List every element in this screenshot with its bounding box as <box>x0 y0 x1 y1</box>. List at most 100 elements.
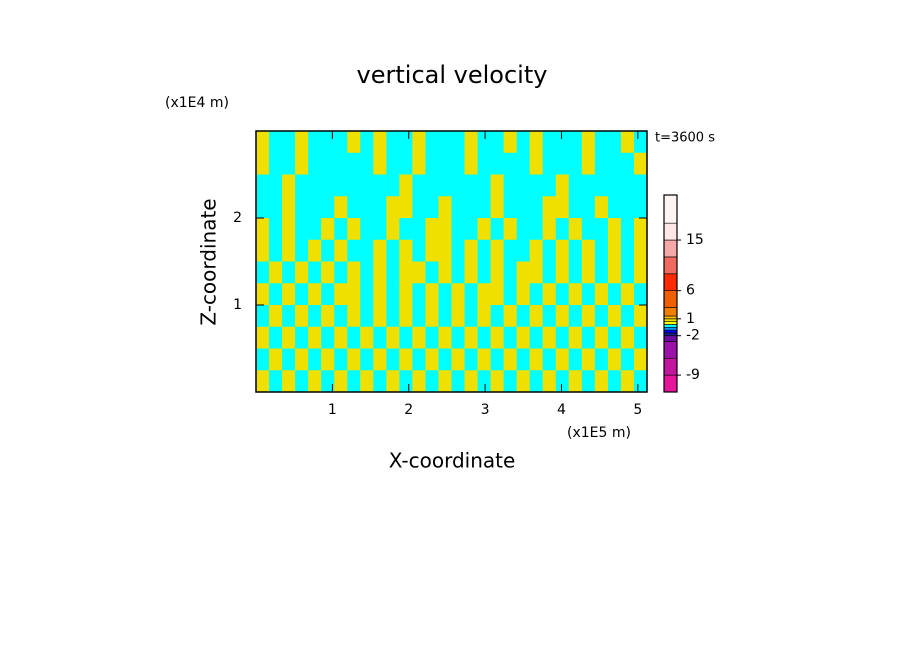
field-cell <box>282 218 296 241</box>
field-cell <box>607 218 622 241</box>
colorbar-segment <box>663 374 678 393</box>
field-cell <box>477 131 492 154</box>
field-cell <box>477 348 492 371</box>
field-cell <box>620 305 635 328</box>
field-cell <box>256 305 270 328</box>
field-cell <box>425 305 439 328</box>
field-cell <box>516 196 531 219</box>
field-cell <box>334 239 348 262</box>
field-cell <box>607 348 622 371</box>
field-cell <box>269 326 283 349</box>
field-cell <box>516 218 531 241</box>
field-cell <box>555 283 570 306</box>
field-cell <box>386 174 400 197</box>
field-cell <box>542 174 557 197</box>
field-cell <box>308 218 322 241</box>
field-cell <box>412 283 426 306</box>
field-cell <box>438 261 452 284</box>
colorbar-segment <box>663 324 678 328</box>
field-cell <box>529 261 544 284</box>
x-tick-label: 3 <box>481 402 490 418</box>
field-cell <box>568 196 583 219</box>
field-cell <box>425 174 439 197</box>
colorbar-tick-label: 1 <box>686 311 695 327</box>
field-cell <box>477 283 492 306</box>
field-cell <box>282 196 296 219</box>
field-cell <box>269 239 283 262</box>
field-cell <box>347 174 361 197</box>
field-cell <box>633 218 648 241</box>
field-cell <box>477 218 492 241</box>
field-cell <box>633 283 648 306</box>
colorbar-segment <box>663 273 678 291</box>
field-cell <box>620 196 635 219</box>
field-cell <box>633 196 648 219</box>
field-cell <box>542 326 557 349</box>
field-cell <box>529 196 544 219</box>
field-cell <box>321 239 335 262</box>
field-cell <box>464 218 479 241</box>
field-cell <box>529 131 544 154</box>
field-cell <box>321 283 335 306</box>
field-cell <box>321 261 335 284</box>
field-cell <box>321 305 335 328</box>
field-cell <box>633 174 648 197</box>
field-cell <box>594 174 609 197</box>
field-cell <box>399 131 413 154</box>
field-cell <box>347 218 361 241</box>
field-cell <box>386 218 400 241</box>
field-cell <box>360 131 374 154</box>
field-cell <box>464 370 479 393</box>
field-cell <box>282 326 296 349</box>
field-cell <box>425 196 439 219</box>
field-cell <box>425 326 439 349</box>
field-cell <box>529 348 544 371</box>
field-cell <box>373 239 387 262</box>
field-cell <box>269 283 283 306</box>
field-cell <box>633 131 648 154</box>
colorbar-frame <box>663 194 678 393</box>
field-cell <box>620 283 635 306</box>
y-unit: (x1E4 m) <box>165 95 229 111</box>
field-cell <box>386 261 400 284</box>
field-cell <box>620 131 635 154</box>
field-cell <box>490 152 505 175</box>
colorbar-segment <box>663 290 678 308</box>
field-cell <box>451 305 466 328</box>
field-cell <box>503 348 518 371</box>
field-cell <box>269 370 283 393</box>
field-cell <box>360 152 374 175</box>
field-cell <box>451 370 466 393</box>
field-cell <box>282 261 296 284</box>
field-cell <box>425 283 439 306</box>
field-cell <box>542 305 557 328</box>
field-cell <box>594 131 609 154</box>
field-cell <box>477 261 492 284</box>
field-cell <box>373 370 387 393</box>
field-cell <box>347 305 361 328</box>
field-cell <box>607 370 622 393</box>
field-cell <box>256 239 270 262</box>
field-cell <box>555 305 570 328</box>
field-cell <box>412 152 426 175</box>
field-cell <box>295 261 309 284</box>
field-cell <box>607 152 622 175</box>
field-cell <box>438 218 452 241</box>
field-cell <box>386 370 400 393</box>
field-cell <box>386 305 400 328</box>
field-cell <box>633 305 648 328</box>
field-cell <box>373 174 387 197</box>
field-cell <box>555 239 570 262</box>
field-cell <box>308 305 322 328</box>
field-cell <box>386 283 400 306</box>
field-cell <box>334 152 348 175</box>
field-cell <box>568 218 583 241</box>
colorbar-segment <box>663 256 678 275</box>
field-cell <box>516 283 531 306</box>
field-cell <box>269 152 283 175</box>
field-cell <box>490 131 505 154</box>
field-cell <box>464 326 479 349</box>
field-cell <box>295 348 309 371</box>
field-cell <box>477 152 492 175</box>
field-cell <box>399 196 413 219</box>
